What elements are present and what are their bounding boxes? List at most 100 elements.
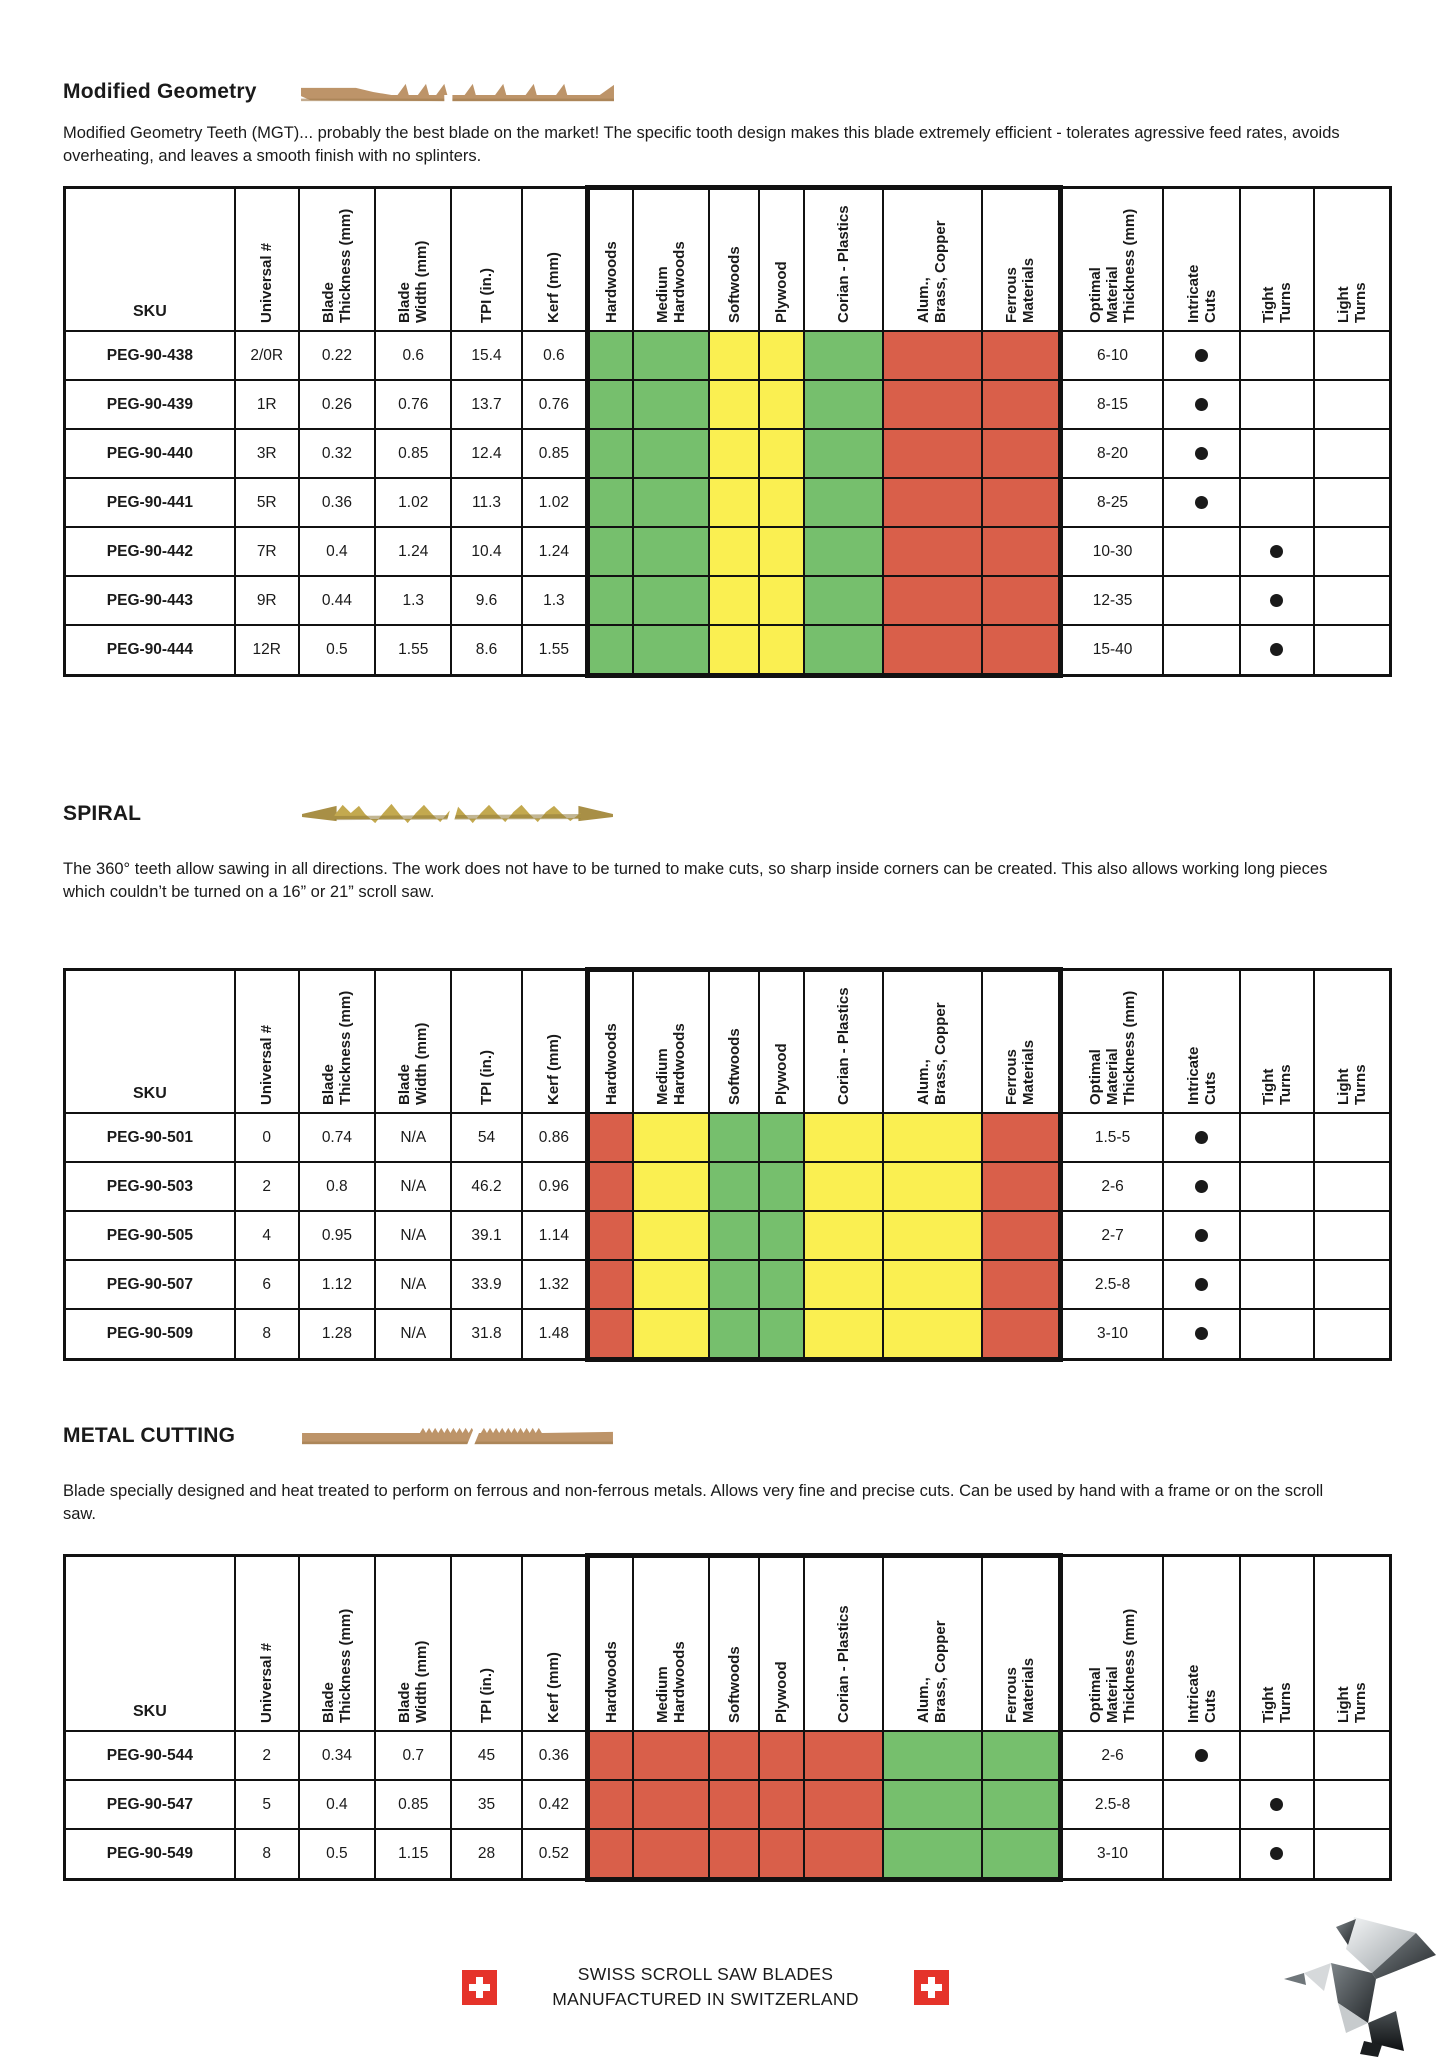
- intricate-cell: [1162, 1161, 1241, 1212]
- width-cell: 0.85: [374, 1779, 453, 1830]
- col-header-label: Optimal Material Thickness (mm): [1087, 990, 1139, 1105]
- width-cell: 0.6: [374, 330, 453, 381]
- suitability-hardwoods: [585, 1828, 635, 1882]
- table-row: PEG-90-438 2/0R 0.22 0.6 15.4 0.6 6-10: [63, 330, 1392, 381]
- tight-cell: [1238, 526, 1316, 577]
- section-spiral: SPIRAL The 360° teeth allow sawing in al…: [63, 798, 1393, 1362]
- col-header-label: Medium Hardwoods: [654, 241, 689, 323]
- suitability-alum_brass_copper: [881, 428, 983, 479]
- suitability-softwoods: [708, 526, 760, 577]
- capability-dot: [1195, 397, 1209, 411]
- col-header-label: Blade Thickness (mm): [319, 1608, 354, 1723]
- suitability-medium_hardwoods: [632, 1730, 711, 1781]
- suitability-hardwoods: [585, 526, 635, 577]
- tpi-cell: 8.6: [450, 624, 523, 677]
- col-header-corian_plastics: Corian - Plastics: [803, 967, 884, 1114]
- tpi-cell: 10.4: [450, 526, 523, 577]
- optimal-cell: 6-10: [1059, 330, 1165, 381]
- tight-cell: [1238, 428, 1316, 479]
- table-row: PEG-90-509 8 1.28 N/A 31.8 1.48 3-10: [63, 1308, 1392, 1362]
- col-header-hardwoods: Hardwoods: [585, 1553, 635, 1732]
- suitability-alum_brass_copper: [881, 1828, 983, 1882]
- col-header-label: Blade Width (mm): [396, 240, 431, 323]
- universal-cell: 2: [233, 1730, 300, 1781]
- capability-dot: [1195, 1327, 1209, 1341]
- col-header-label: Ferrous Materials: [1003, 1657, 1038, 1723]
- light-cell: [1313, 330, 1392, 381]
- suitability-hardwoods: [585, 1112, 635, 1163]
- light-cell: [1313, 1828, 1392, 1881]
- suitability-medium_hardwoods: [632, 379, 711, 430]
- col-header-label: Corian - Plastics: [835, 1605, 852, 1723]
- metal-blade-image: [302, 1425, 613, 1449]
- col-header-tight: Tight Turns: [1238, 186, 1316, 332]
- width-cell: 1.55: [374, 624, 453, 677]
- tight-cell: [1238, 1308, 1316, 1361]
- suitability-plywood: [757, 575, 806, 626]
- table-row: PEG-90-507 6 1.12 N/A 33.9 1.32 2.5-8: [63, 1259, 1392, 1310]
- suitability-corian_plastics: [803, 477, 884, 528]
- light-cell: [1313, 1779, 1392, 1830]
- tight-cell: [1238, 1730, 1316, 1781]
- section-header: Modified Geometry: [63, 76, 1393, 108]
- suitability-hardwoods: [585, 330, 635, 381]
- intricate-cell: [1162, 1828, 1241, 1881]
- light-cell: [1313, 379, 1392, 430]
- optimal-cell: 15-40: [1059, 624, 1165, 677]
- thickness-cell: 0.34: [297, 1730, 377, 1781]
- thickness-cell: 1.28: [297, 1308, 377, 1361]
- suitability-ferrous_materials: [980, 1308, 1063, 1362]
- col-header-label: Ferrous Materials: [1003, 257, 1038, 323]
- suitability-ferrous_materials: [980, 1259, 1063, 1310]
- col-header-label: Alum., Brass, Copper: [915, 220, 950, 323]
- col-header-label: Blade Thickness (mm): [319, 990, 354, 1105]
- col-header-kerf: Kerf (mm): [520, 186, 589, 332]
- col-header-label: SKU: [132, 303, 167, 320]
- tpi-cell: 13.7: [450, 379, 523, 430]
- capability-dot: [1195, 1277, 1209, 1291]
- suitability-ferrous_materials: [980, 526, 1063, 577]
- col-header-label: Universal #: [258, 242, 276, 323]
- suitability-medium_hardwoods: [632, 1112, 711, 1163]
- capability-dot: [1270, 1797, 1284, 1811]
- capability-dot: [1195, 1130, 1209, 1144]
- universal-cell: 5: [233, 1779, 300, 1830]
- kerf-cell: 1.48: [520, 1308, 589, 1361]
- tight-cell: [1238, 1779, 1316, 1830]
- sku-cell: PEG-90-544: [63, 1730, 236, 1781]
- suitability-plywood: [757, 624, 806, 678]
- kerf-cell: 0.6: [520, 330, 589, 381]
- intricate-cell: [1162, 1730, 1241, 1781]
- col-header-label: Tight Turns: [1259, 1682, 1294, 1723]
- col-header-universal: Universal #: [233, 968, 300, 1114]
- col-header-light: Light Turns: [1313, 1554, 1392, 1732]
- suitability-medium_hardwoods: [632, 1308, 711, 1362]
- tight-cell: [1238, 330, 1316, 381]
- section-description: Blade specially designed and heat treate…: [63, 1482, 1324, 1523]
- suitability-plywood: [757, 1210, 806, 1261]
- col-header-tight: Tight Turns: [1238, 968, 1316, 1114]
- optimal-cell: 12-35: [1059, 575, 1165, 626]
- table-row: PEG-90-441 5R 0.36 1.02 11.3 1.02 8-25: [63, 477, 1392, 528]
- tpi-cell: 33.9: [450, 1259, 523, 1310]
- suitability-corian_plastics: [803, 1308, 884, 1362]
- suitability-medium_hardwoods: [632, 624, 711, 678]
- suitability-medium_hardwoods: [632, 1828, 711, 1882]
- light-cell: [1313, 526, 1392, 577]
- col-header-intricate: Intricate Cuts: [1162, 1554, 1241, 1732]
- col-header-label: Kerf (mm): [545, 1652, 563, 1723]
- col-header-softwoods: Softwoods: [708, 967, 760, 1114]
- col-header-softwoods: Softwoods: [708, 185, 760, 332]
- suitability-corian_plastics: [803, 379, 884, 430]
- width-cell: N/A: [374, 1308, 453, 1361]
- col-header-corian_plastics: Corian - Plastics: [803, 1553, 884, 1732]
- thickness-cell: 0.5: [297, 624, 377, 677]
- suitability-medium_hardwoods: [632, 1779, 711, 1830]
- col-header-label: Blade Width (mm): [396, 1640, 431, 1723]
- header-row: SKU Universal # Blade Thickness (mm) Blade …: [63, 1553, 1392, 1732]
- kerf-cell: 0.96: [520, 1161, 589, 1212]
- suitability-hardwoods: [585, 428, 635, 479]
- col-header-light: Light Turns: [1313, 968, 1392, 1114]
- sku-cell: PEG-90-503: [63, 1161, 236, 1212]
- table-row: PEG-90-503 2 0.8 N/A 46.2 0.96 2-6: [63, 1161, 1392, 1212]
